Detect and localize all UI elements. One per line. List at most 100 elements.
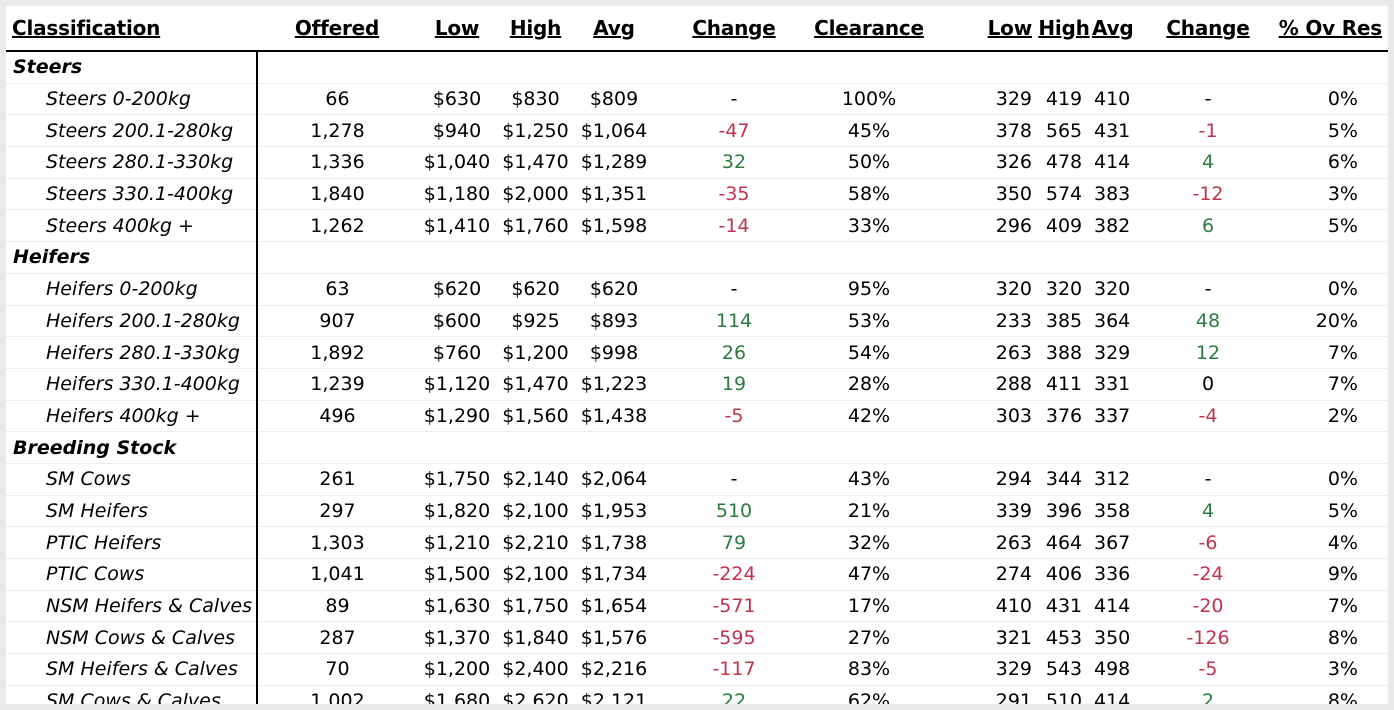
table-row: SM Heifers & Calves 70 $1,200 $2,400 $2,216-… xyxy=(6,653,1388,686)
cell-low: $600 xyxy=(417,305,497,338)
cell-high: $1,470 xyxy=(497,368,574,401)
cell-change2: - xyxy=(1148,83,1268,116)
cell-clearance: 100% xyxy=(814,83,924,116)
cell-low2: 320 xyxy=(924,273,1036,306)
category-label: Breeding Stock xyxy=(6,431,258,464)
cell-low2: 410 xyxy=(924,590,1036,623)
cell-avg2: 337 xyxy=(1092,400,1148,433)
cell-low: $630 xyxy=(417,83,497,116)
empty-cell xyxy=(257,241,417,274)
cell-high2: 565 xyxy=(1036,114,1092,148)
empty-cell xyxy=(574,431,654,464)
cell-ov: 0% xyxy=(1268,83,1388,116)
empty-cell xyxy=(1036,241,1092,274)
cell-change: 22 xyxy=(654,685,814,704)
cell-clearance: 47% xyxy=(814,558,924,591)
cell-high2: 376 xyxy=(1036,400,1092,433)
row-label: PTIC Heifers xyxy=(6,526,258,559)
empty-cell xyxy=(654,431,814,464)
table-row: Steers 280.1-330kg 1,336 $1,040 $1,470 $1,28… xyxy=(6,146,1388,179)
cell-change2: - xyxy=(1148,273,1268,306)
cell-avg2: 431 xyxy=(1092,114,1148,148)
cell-ov: 7% xyxy=(1268,336,1388,369)
cell-high: $1,760 xyxy=(497,209,574,243)
category-row: Heifers xyxy=(6,241,1388,274)
empty-cell xyxy=(1268,241,1388,274)
cell-offered: 1,262 xyxy=(257,209,417,243)
header-low-cents: Low xyxy=(924,6,1036,52)
cell-change: 32 xyxy=(654,146,814,179)
cell-avg2: 329 xyxy=(1092,336,1148,369)
table-row: SM Cows 261 $1,750 $2,140 $2,064-43% 294 344 31… xyxy=(6,463,1388,496)
empty-cell xyxy=(257,431,417,464)
cell-ov: 8% xyxy=(1268,685,1388,704)
cell-high2: 406 xyxy=(1036,558,1092,591)
cell-avg2: 336 xyxy=(1092,558,1148,591)
cell-high2: 478 xyxy=(1036,146,1092,179)
cell-change: 26 xyxy=(654,336,814,369)
empty-cell xyxy=(814,431,924,464)
row-label: Heifers 280.1-330kg xyxy=(6,336,258,369)
cell-low: $1,820 xyxy=(417,495,497,528)
cell-high: $1,560 xyxy=(497,400,574,433)
cell-offered: 1,303 xyxy=(257,526,417,559)
row-label: SM Cows xyxy=(6,463,258,496)
empty-cell xyxy=(1268,51,1388,84)
cell-low2: 288 xyxy=(924,368,1036,401)
cell-high2: 453 xyxy=(1036,621,1092,655)
cell-ov: 5% xyxy=(1268,495,1388,528)
header-low: Low xyxy=(417,6,497,52)
table-row: Heifers 400kg +496 $1,290 $1,560 $1,438 -5 42… xyxy=(6,400,1388,433)
empty-cell xyxy=(654,51,814,84)
cell-high2: 388 xyxy=(1036,336,1092,369)
cell-change2: 12 xyxy=(1148,336,1268,369)
cell-change2: -6 xyxy=(1148,526,1268,559)
cell-high: $2,100 xyxy=(497,558,574,591)
cell-clearance: 27% xyxy=(814,621,924,655)
cell-change: -47 xyxy=(654,114,814,148)
empty-cell xyxy=(1092,241,1148,274)
empty-cell xyxy=(497,241,574,274)
cell-avg2: 350 xyxy=(1092,621,1148,655)
cell-high2: 431 xyxy=(1036,590,1092,623)
cell-low: $620 xyxy=(417,273,497,306)
empty-cell xyxy=(1268,431,1388,464)
cell-high2: 543 xyxy=(1036,653,1092,686)
cell-avg2: 358 xyxy=(1092,495,1148,528)
cell-offered: 1,041 xyxy=(257,558,417,591)
cell-ov: 3% xyxy=(1268,653,1388,686)
cell-low: $1,750 xyxy=(417,463,497,496)
cell-high: $620 xyxy=(497,273,574,306)
empty-cell xyxy=(924,51,1036,84)
cell-low2: 233 xyxy=(924,305,1036,338)
cell-offered: 63 xyxy=(257,273,417,306)
row-label: Steers 330.1-400kg xyxy=(6,178,258,211)
cell-high: $1,200 xyxy=(497,336,574,369)
header-ov-res: % Ov Res xyxy=(1268,6,1388,52)
cell-avg: $2,216 xyxy=(574,653,654,686)
cell-change2: -1 xyxy=(1148,114,1268,148)
cell-high: $2,620 xyxy=(497,685,574,704)
cell-avg2: 331 xyxy=(1092,368,1148,401)
cell-low: $1,210 xyxy=(417,526,497,559)
cell-avg2: 383 xyxy=(1092,178,1148,211)
table-row: Steers 330.1-400kg 1,840 $1,180 $2,000 $1,35… xyxy=(6,178,1388,211)
empty-cell xyxy=(1036,51,1092,84)
row-label: SM Heifers xyxy=(6,495,258,528)
cell-ov: 0% xyxy=(1268,463,1388,496)
row-label: Steers 200.1-280kg xyxy=(6,114,258,148)
cell-clearance: 95% xyxy=(814,273,924,306)
header-change: Change xyxy=(654,6,814,52)
cell-high: $830 xyxy=(497,83,574,116)
cell-offered: 66 xyxy=(257,83,417,116)
cell-avg: $2,064 xyxy=(574,463,654,496)
cell-low: $1,120 xyxy=(417,368,497,401)
cell-avg: $1,351 xyxy=(574,178,654,211)
table-row: Heifers 280.1-330kg 1,892 $760 $1,200 $998 26… xyxy=(6,336,1388,369)
cell-offered: 1,892 xyxy=(257,336,417,369)
cell-high: $1,250 xyxy=(497,114,574,148)
cell-avg2: 367 xyxy=(1092,526,1148,559)
cell-change: - xyxy=(654,83,814,116)
cell-change: -5 xyxy=(654,400,814,433)
cell-ov: 3% xyxy=(1268,178,1388,211)
